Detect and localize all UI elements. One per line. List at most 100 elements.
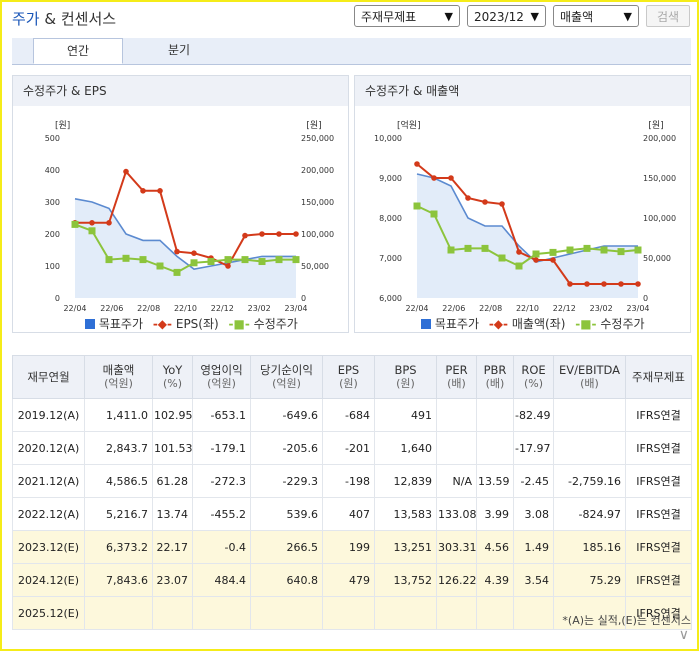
table-cell: 1,640	[374, 431, 437, 465]
legend-label: 수정주가	[253, 317, 298, 331]
table-cell: 2022.12(A)	[12, 497, 85, 531]
column-header: 매출액 (억원)	[84, 355, 153, 399]
table-cell	[436, 398, 477, 432]
table-cell: 61.28	[152, 464, 193, 498]
table-cell: 2024.12(E)	[12, 563, 85, 597]
table-cell: IFRS연결	[625, 398, 692, 432]
table-cell: 13,752	[374, 563, 437, 597]
report-type-select[interactable]: 주재무제표 ▼	[354, 5, 460, 27]
data-point-price	[617, 248, 625, 256]
column-header-label: 영업이익	[200, 363, 243, 377]
table-cell: 539.6	[250, 497, 323, 531]
tab-annual[interactable]: 연간	[33, 38, 123, 64]
data-point-price	[447, 246, 455, 254]
table-cell: N/A	[436, 464, 477, 498]
table-cell: 4,586.5	[84, 464, 153, 498]
data-point-price	[430, 210, 438, 218]
y-right-tick: 150,000	[301, 198, 334, 207]
table-cell	[250, 596, 323, 630]
column-header-label: PBR	[483, 363, 507, 377]
series-area-target	[75, 198, 296, 298]
column-header: PBR (배)	[476, 355, 514, 399]
data-point-eps	[106, 220, 112, 226]
table-cell	[374, 596, 437, 630]
y-left-tick: 100	[45, 262, 60, 271]
table-cell: -205.6	[250, 431, 323, 465]
table-cell: 479	[322, 563, 375, 597]
data-point-price	[122, 254, 130, 262]
financial-table: 재무연월 매출액 (억원) YoY (%) 영업이익 (억원) 당기순이익 (억원) EPS (원)…	[12, 355, 692, 630]
data-point-eps	[448, 175, 454, 181]
data-point-price	[600, 246, 608, 254]
table-cell: 2019.12(A)	[12, 398, 85, 432]
table-cell: IFRS연결	[625, 431, 692, 465]
table-row: 2020.12(A) 2,843.7 101.53 -179.1 -205.6 -201 1…	[12, 431, 692, 465]
y-left-tick: 400	[45, 166, 60, 175]
data-point-price	[88, 227, 96, 235]
table-cell: -198	[322, 464, 375, 498]
table-cell: 491	[374, 398, 437, 432]
table-row: 2021.12(A) 4,586.5 61.28 -272.3 -229.3 -198 12…	[12, 464, 692, 498]
column-header-unit: (배)	[485, 377, 505, 390]
table-row: 2022.12(A) 5,216.7 13.74 -455.2 539.6 407 13,5…	[12, 497, 692, 531]
column-header: 당기순이익 (억원)	[250, 355, 323, 399]
data-point-price	[481, 244, 489, 252]
x-tick: 22/08	[479, 304, 502, 313]
data-point-eps	[174, 248, 180, 255]
table-cell: -455.2	[192, 497, 251, 531]
data-point-price	[258, 258, 266, 266]
table-cell: 407	[322, 497, 375, 531]
x-tick: 22/10	[174, 304, 197, 313]
data-point-price	[71, 220, 79, 228]
column-header-label: 재무연월	[27, 370, 70, 384]
data-point-eps	[225, 263, 231, 269]
table-cell: 303.31	[436, 530, 477, 564]
table-cell: 75.29	[553, 563, 626, 597]
footnote: *(A)는 실적,(E)는 컨센서스	[562, 614, 691, 627]
table-cell: 2021.12(A)	[12, 464, 85, 498]
column-header: EPS (원)	[322, 355, 375, 399]
column-header-label: ROE	[521, 363, 546, 377]
y-right-tick: 0	[301, 294, 306, 303]
data-point-eps	[157, 188, 163, 194]
chevron-down-icon[interactable]: ∨	[678, 627, 689, 643]
table-cell: 2,843.7	[84, 431, 153, 465]
data-point-eps	[516, 249, 522, 255]
data-point-eps	[618, 281, 624, 287]
y-right-tick: 200,000	[643, 134, 676, 143]
data-point-eps	[276, 231, 282, 237]
column-header-label: EPS	[337, 363, 360, 377]
data-point-price	[532, 250, 540, 258]
column-header-label: 매출액	[102, 363, 135, 377]
metric-select[interactable]: 매출액 ▼	[553, 5, 639, 27]
x-tick: 23/02	[248, 304, 271, 313]
table-cell	[192, 596, 251, 630]
data-point-price	[583, 244, 591, 252]
tab-quarterly[interactable]: 분기	[167, 43, 191, 57]
x-tick: 22/12	[211, 304, 234, 313]
table-cell: 2025.12(E)	[12, 596, 85, 630]
column-header-unit: (%)	[523, 377, 544, 390]
x-tick: 22/04	[63, 304, 86, 313]
y-right-tick: 100,000	[643, 214, 676, 223]
column-header-label: BPS	[394, 363, 417, 377]
table-cell: 7,843.6	[84, 563, 153, 597]
data-point-eps	[550, 257, 556, 263]
period-select[interactable]: 2023/12 ▼	[467, 5, 546, 27]
data-point-eps	[584, 281, 590, 287]
data-point-eps	[89, 220, 95, 226]
chart-panel-price-revenue: 수정주가 & 매출액 [억원] [원] 10,000 9,000 8,000 7,000 6…	[354, 75, 691, 333]
table-cell	[476, 398, 514, 432]
table-cell: 185.16	[553, 530, 626, 564]
column-header-unit: (억원)	[104, 377, 133, 390]
y-left-tick: 8,000	[379, 214, 402, 223]
table-header-row: 재무연월 매출액 (억원) YoY (%) 영업이익 (억원) 당기순이익 (억원) EPS (원)…	[12, 355, 692, 399]
y-left-unit: [억원]	[397, 119, 421, 131]
data-point-eps	[242, 232, 248, 239]
table-cell: -2.45	[513, 464, 554, 498]
title-rest: & 컨센서스	[39, 10, 117, 28]
column-header: YoY (%)	[152, 355, 193, 399]
data-point-eps	[499, 201, 505, 207]
column-header-label: 주재무제표	[632, 370, 685, 384]
search-button[interactable]: 검색	[646, 5, 690, 27]
